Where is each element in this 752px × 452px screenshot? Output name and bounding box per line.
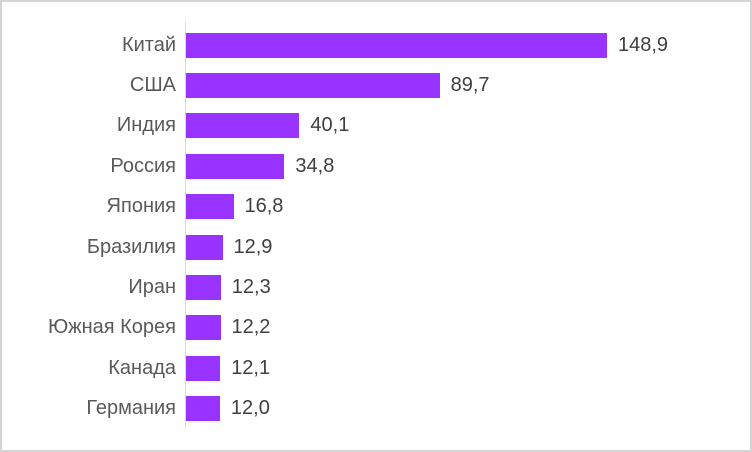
bar-row: Канада 12,1 (2, 348, 750, 388)
bar-row: США 89,7 (2, 65, 750, 105)
value-label: 34,8 (295, 154, 335, 177)
value-label: 12,0 (230, 397, 270, 420)
category-label: Канада (108, 356, 176, 379)
bar (186, 315, 221, 341)
bar (186, 73, 440, 99)
value-label: 40,1 (310, 114, 350, 137)
bar-rows-container: Китай 148,9 США 89,7 Индия 40,1 Россия 34,8 Япон… (2, 25, 750, 429)
bar (186, 32, 607, 58)
value-label: 89,7 (450, 74, 490, 97)
bar (186, 153, 285, 179)
bar-row: Южная Корея 12,2 (2, 308, 750, 348)
value-label: 12,1 (231, 356, 271, 379)
bar (186, 234, 223, 260)
category-axis-line (185, 22, 186, 428)
bar (186, 275, 221, 301)
bar-row: Япония 16,8 (2, 187, 750, 227)
category-label: Китай (121, 33, 176, 56)
value-label: 148,9 (618, 33, 669, 56)
bar-row: Бразилия 12,9 (2, 227, 750, 267)
category-label: Иран (128, 276, 176, 299)
bar-row: Германия 12,0 (2, 389, 750, 429)
category-label: Южная Корея (48, 316, 176, 339)
category-label: США (129, 74, 176, 97)
bar (186, 113, 300, 139)
bar-row: Россия 34,8 (2, 146, 750, 186)
value-label: 12,3 (231, 276, 271, 299)
category-label: Индия (116, 114, 176, 137)
bar-row: Китай 148,9 (2, 25, 750, 65)
category-label: Германия (86, 397, 176, 420)
category-label: Россия (110, 154, 176, 177)
bar (186, 194, 234, 220)
bar-row: Индия 40,1 (2, 106, 750, 146)
value-label: 12,9 (233, 235, 273, 258)
bar-row: Иран 12,3 (2, 267, 750, 307)
category-label: Япония (106, 195, 176, 218)
value-label: 12,2 (231, 316, 271, 339)
value-label: 16,8 (244, 195, 284, 218)
bar (186, 396, 220, 422)
category-label: Бразилия (86, 235, 176, 258)
bar (186, 355, 221, 381)
